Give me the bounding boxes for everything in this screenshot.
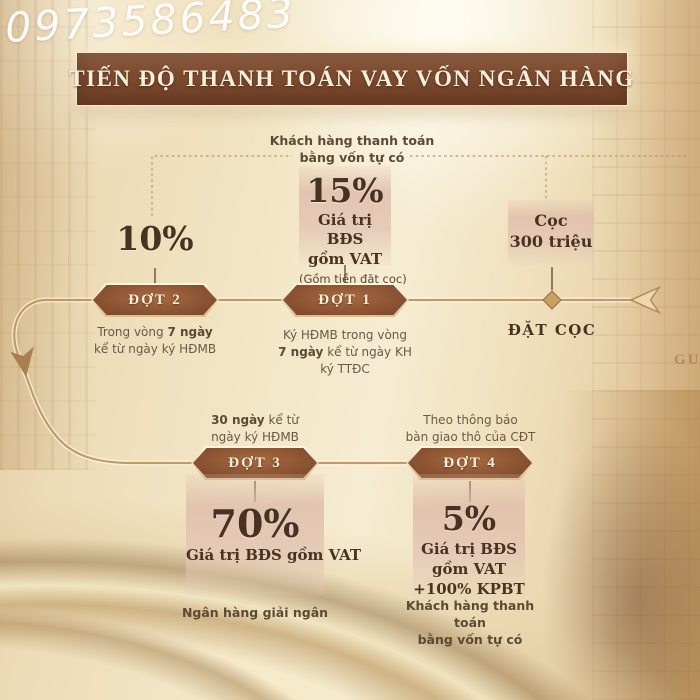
- self-fund-label: Khách hàng thanh toán bằng vốn tự có: [252, 133, 452, 167]
- dot1-caption-line2: 7 ngày kể từ ngày KH: [278, 344, 412, 359]
- deposit-box-line1: Cọc: [534, 211, 568, 230]
- dot4-footer-line1: Khách hàng thanh toán: [405, 598, 535, 630]
- dot2-caption-line2: kể từ ngày ký HĐMB: [93, 341, 217, 356]
- dot1-percent: 15%: [306, 171, 384, 210]
- badge-dot2-label: ĐỢT 2: [128, 291, 182, 308]
- self-fund-label-line2: bằng vốn tự có: [299, 149, 405, 165]
- badge-dot2-fill: [93, 285, 217, 315]
- dot4-box-line2: gồm VAT: [431, 559, 507, 578]
- badge-dot3-label: ĐỢT 3: [228, 454, 282, 471]
- self-fund-label-line1: Khách hàng thanh toán: [269, 133, 435, 148]
- badge-dot1-label: ĐỢT 1: [318, 291, 372, 308]
- badge-dot3: ĐỢT 3: [191, 446, 319, 480]
- dot1-box-line1: Giá trị BĐS: [318, 210, 372, 249]
- dot3-upper-label: 30 ngày kể từ ngày ký HĐMB: [190, 412, 320, 446]
- badge-dot2: ĐỢT 2: [91, 283, 219, 317]
- dot2-percent: 10%: [116, 219, 194, 258]
- deposit-label: ĐẶT CỌC: [507, 321, 597, 339]
- dot3-percent: 70%: [210, 501, 300, 546]
- dot3-upper-line2: ngày ký HĐMB: [211, 429, 299, 444]
- dot1-caption: Ký HĐMB trong vòng 7 ngày kể từ ngày KH …: [270, 327, 420, 377]
- dot4-upper-line2: bàn giao thô của CĐT: [405, 429, 536, 444]
- payment-box-deposit: Cọc 300 triệu: [508, 200, 594, 266]
- dot1-caption-line1: Ký HĐMB trong vòng: [282, 328, 408, 342]
- payment-box-dot1: 15% Giá trị BĐS gồm VAT (Gồm tiền đặt cọ…: [299, 166, 407, 286]
- dot1-caption-line3: ký TTĐC: [320, 361, 370, 376]
- deposit-box-line2: 300 triệu: [509, 232, 593, 252]
- background-gold-swoosh: [0, 450, 700, 700]
- payment-box-dot3: 70% Giá trị BĐS gồm VAT: [186, 474, 362, 596]
- dot1-box-line2: gồm VAT: [307, 249, 383, 268]
- dot4-box-line3: +100% KPBT: [413, 580, 525, 599]
- dot3-upper-line1: 30 ngày kể từ: [211, 413, 299, 427]
- dot4-upper-label: Theo thông báo bàn giao thô của CĐT: [398, 412, 543, 446]
- dot3-footer: Ngân hàng giải ngân: [181, 605, 329, 620]
- badge-dot1-fill: [283, 285, 407, 315]
- badge-dot3-fill: [193, 448, 317, 478]
- dot1-box-note: (Gồm tiền đặt cọc): [299, 272, 407, 287]
- dot4-upper-line1: Theo thông báo: [423, 413, 518, 427]
- storefront-sign-text: GUCCI: [674, 352, 700, 368]
- payment-box-dot4: 5% Giá trị BĐS gồm VAT +100% KPBT: [413, 474, 525, 602]
- badge-dot4-fill: [408, 448, 532, 478]
- dot4-percent: 5%: [441, 499, 497, 538]
- header-banner: TIẾN ĐỘ THANH TOÁN VAY VỐN NGÂN HÀNG: [69, 52, 633, 106]
- page-title: TIẾN ĐỘ THANH TOÁN VAY VỐN NGÂN HÀNG: [69, 66, 635, 91]
- dot2-caption-line1: Trong vòng 7 ngày: [97, 325, 213, 339]
- badge-dot4-label: ĐỢT 4: [443, 454, 497, 471]
- dot3-box-line1: Giá trị BĐS gồm VAT: [186, 545, 362, 564]
- dot4-footer-line2: bằng vốn tự có: [417, 631, 523, 647]
- dot4-footer: Khách hàng thanh toán bằng vốn tự có: [390, 598, 550, 649]
- dot2-caption: Trong vòng 7 ngày kể từ ngày ký HĐMB: [80, 324, 230, 358]
- badge-dot1: ĐỢT 1: [281, 283, 409, 317]
- dot4-box-line1: Giá trị BĐS: [421, 539, 517, 558]
